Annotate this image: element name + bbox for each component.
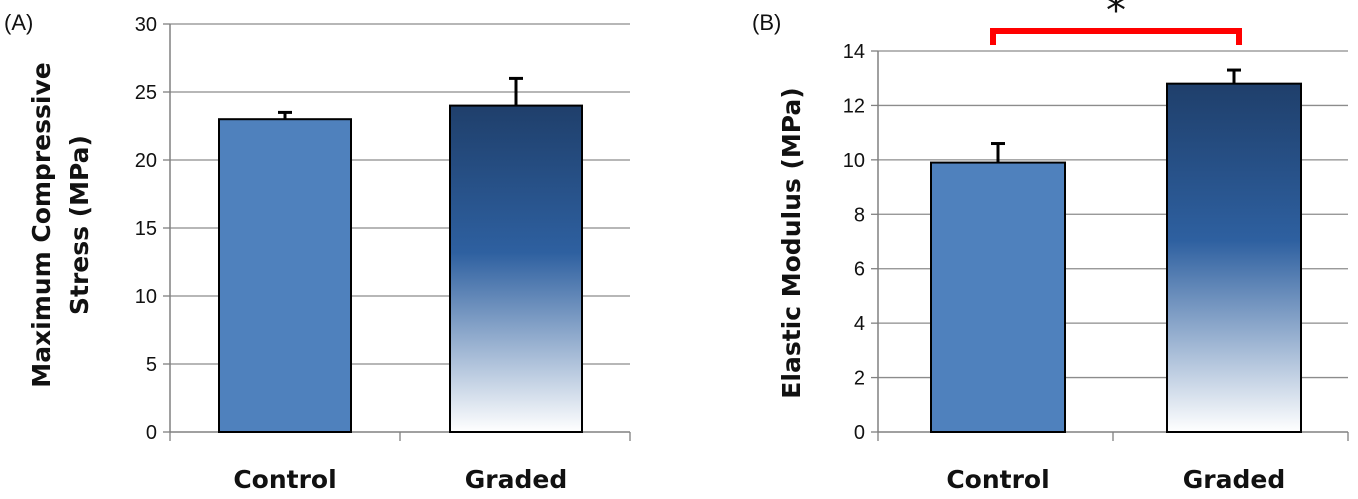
- y-tick-label-b-2: 4: [854, 313, 865, 335]
- chart-panel-a: (A) Maximum Compressive Stress (MPa) 0 5 1…: [4, 10, 631, 494]
- y-tick-label-a-2: 10: [135, 286, 157, 308]
- y-axis-label-b: Elastic Modulus (MPa): [777, 87, 806, 398]
- y-tick-label-a-1: 5: [146, 354, 157, 376]
- bar-b-graded: [1166, 82, 1302, 434]
- y-tick-label-b-5: 10: [843, 150, 865, 172]
- y-tick-label-b-1: 2: [854, 368, 865, 390]
- x-category-label-b-0: Control: [946, 465, 1049, 494]
- y-tick-label-a-6: 30: [135, 14, 157, 36]
- y-axis-label-a-line2: Stress (MPa): [65, 135, 94, 315]
- y-tick-label-b-0: 0: [854, 422, 865, 444]
- x-category-label-a-0: Control: [233, 465, 336, 494]
- x-category-label-b-1: Graded: [1183, 465, 1285, 494]
- y-tick-label-a-3: 15: [135, 218, 157, 240]
- bar-b-control: [930, 161, 1066, 433]
- chart-panel-b: (B) Elastic Modulus (MPa) 0 2 4 6 8 10 12 14 Con…: [752, 0, 1349, 494]
- y-tick-label-a-0: 0: [146, 422, 157, 444]
- x-category-label-a-1: Graded: [465, 465, 567, 494]
- y-tick-label-b-4: 8: [854, 204, 865, 226]
- significance-marker: *: [1106, 0, 1126, 34]
- panel-label-b: (B): [752, 10, 781, 35]
- y-tick-label-a-5: 25: [135, 82, 157, 104]
- bar-a-graded: [449, 104, 583, 433]
- bar-a-control: [218, 118, 352, 433]
- significance-bracket: [990, 28, 1242, 45]
- y-tick-label-b-3: 6: [854, 259, 865, 281]
- y-tick-label-b-6: 12: [843, 95, 865, 117]
- y-tick-label-b-7: 14: [843, 41, 865, 63]
- y-tick-label-a-4: 20: [135, 150, 157, 172]
- y-axis-label-a-line1: Maximum Compressive: [27, 62, 56, 387]
- panel-label-a: (A): [4, 10, 33, 35]
